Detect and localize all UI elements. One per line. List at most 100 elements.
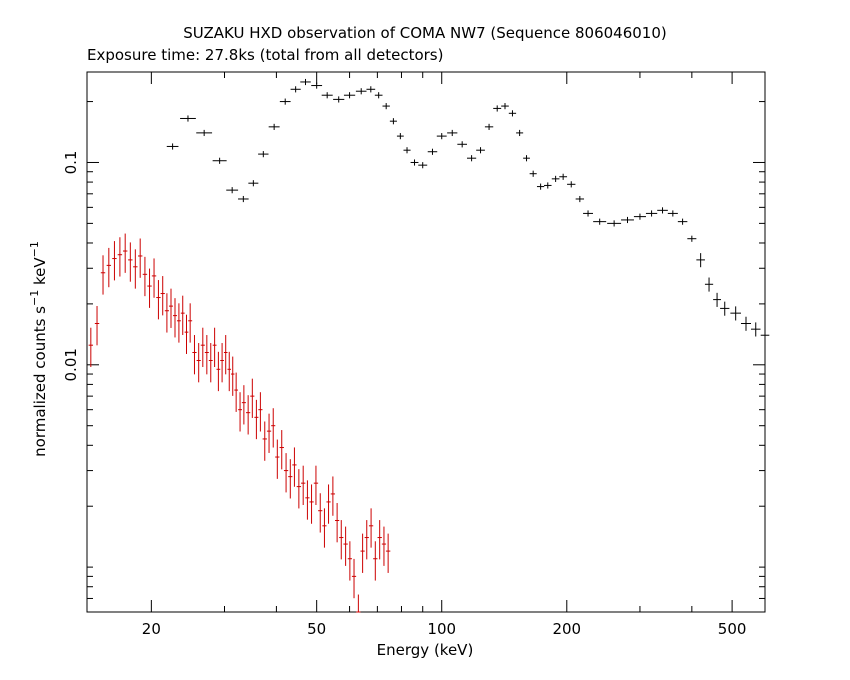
data-point <box>704 277 714 292</box>
data-point <box>436 133 447 140</box>
data-point <box>192 335 197 375</box>
data-point <box>740 316 752 331</box>
data-point <box>196 129 213 137</box>
data-point <box>311 82 323 89</box>
data-point <box>687 235 697 242</box>
y-axis-label-exp1: −1 <box>28 290 41 306</box>
x-tick-label: 100 <box>427 620 456 638</box>
data-point <box>347 541 352 581</box>
data-point <box>147 268 152 308</box>
data-point <box>106 247 112 288</box>
data-point <box>184 314 189 354</box>
data-point <box>296 469 302 509</box>
data-point <box>238 392 242 432</box>
data-point <box>607 220 622 227</box>
data-point <box>567 181 576 188</box>
data-point <box>377 520 382 560</box>
data-point <box>238 195 249 203</box>
data-point <box>593 218 607 225</box>
data-point <box>166 143 179 150</box>
data-point <box>343 526 348 566</box>
data-point <box>368 508 374 548</box>
data-point <box>292 447 297 487</box>
data-point <box>133 249 138 289</box>
y-axis-label: normalized counts s−1 keV−1 <box>28 241 49 457</box>
data-point <box>318 493 323 533</box>
data-point <box>403 147 411 154</box>
data-point <box>117 237 123 277</box>
data-point <box>677 218 688 225</box>
x-tick-label: 500 <box>718 620 747 638</box>
data-point <box>128 242 133 282</box>
data-point <box>212 157 227 164</box>
data-point <box>321 92 333 99</box>
data-point <box>343 92 356 99</box>
data-point <box>176 303 181 343</box>
data-point <box>227 351 232 392</box>
data-point <box>212 327 217 368</box>
data-point <box>410 159 419 166</box>
data-point <box>313 465 319 505</box>
data-point <box>137 238 143 278</box>
data-point <box>248 180 259 187</box>
data-point <box>381 526 387 566</box>
data-point <box>168 288 174 328</box>
data-point <box>713 292 721 307</box>
data-point <box>385 533 391 573</box>
data-point <box>382 103 390 110</box>
data-point <box>575 195 585 203</box>
data-point <box>151 258 157 298</box>
data-point <box>231 356 235 396</box>
data-point <box>300 78 311 86</box>
data-point <box>374 92 383 99</box>
data-point <box>94 306 100 346</box>
data-point <box>418 162 428 169</box>
data-point <box>657 207 668 214</box>
data-point <box>583 210 593 217</box>
data-point <box>529 170 537 177</box>
y-tick-label: 0.01 <box>62 348 80 381</box>
data-point <box>164 293 169 333</box>
data-point <box>396 133 404 140</box>
chart-subtitle: Exposure time: 27.8ks (total from all de… <box>87 46 443 64</box>
data-point <box>333 96 345 103</box>
y-axis-label-main: normalized counts s <box>31 306 49 457</box>
data-point <box>326 484 331 524</box>
data-point <box>501 103 509 110</box>
data-point <box>156 280 161 320</box>
y-axis-label-exp2: −1 <box>28 241 41 257</box>
data-points <box>88 78 770 613</box>
data-point <box>351 558 357 599</box>
data-point <box>322 508 327 548</box>
data-point <box>262 421 267 461</box>
data-point <box>142 256 148 297</box>
data-point <box>427 148 438 155</box>
data-point <box>447 129 458 137</box>
data-point <box>621 216 634 224</box>
data-point <box>335 503 340 543</box>
data-point <box>275 439 280 479</box>
data-point <box>760 328 770 343</box>
data-point <box>544 182 552 189</box>
data-point <box>373 541 378 581</box>
data-point <box>216 351 221 392</box>
data-point <box>330 476 336 516</box>
data-point <box>301 465 306 505</box>
data-point <box>283 453 289 493</box>
data-point <box>223 335 228 375</box>
data-point <box>355 88 367 95</box>
data-point <box>476 147 485 154</box>
data-point <box>226 187 239 194</box>
x-axis-label: Energy (keV) <box>377 641 474 659</box>
data-point <box>271 408 276 448</box>
y-axis-label-unit: keV <box>31 257 49 290</box>
series-1 <box>166 78 770 343</box>
data-point <box>633 213 646 220</box>
data-point <box>208 343 213 383</box>
data-point <box>204 335 209 375</box>
data-point <box>356 594 361 613</box>
data-point <box>266 413 272 453</box>
data-point <box>523 155 530 162</box>
data-point <box>389 118 397 125</box>
